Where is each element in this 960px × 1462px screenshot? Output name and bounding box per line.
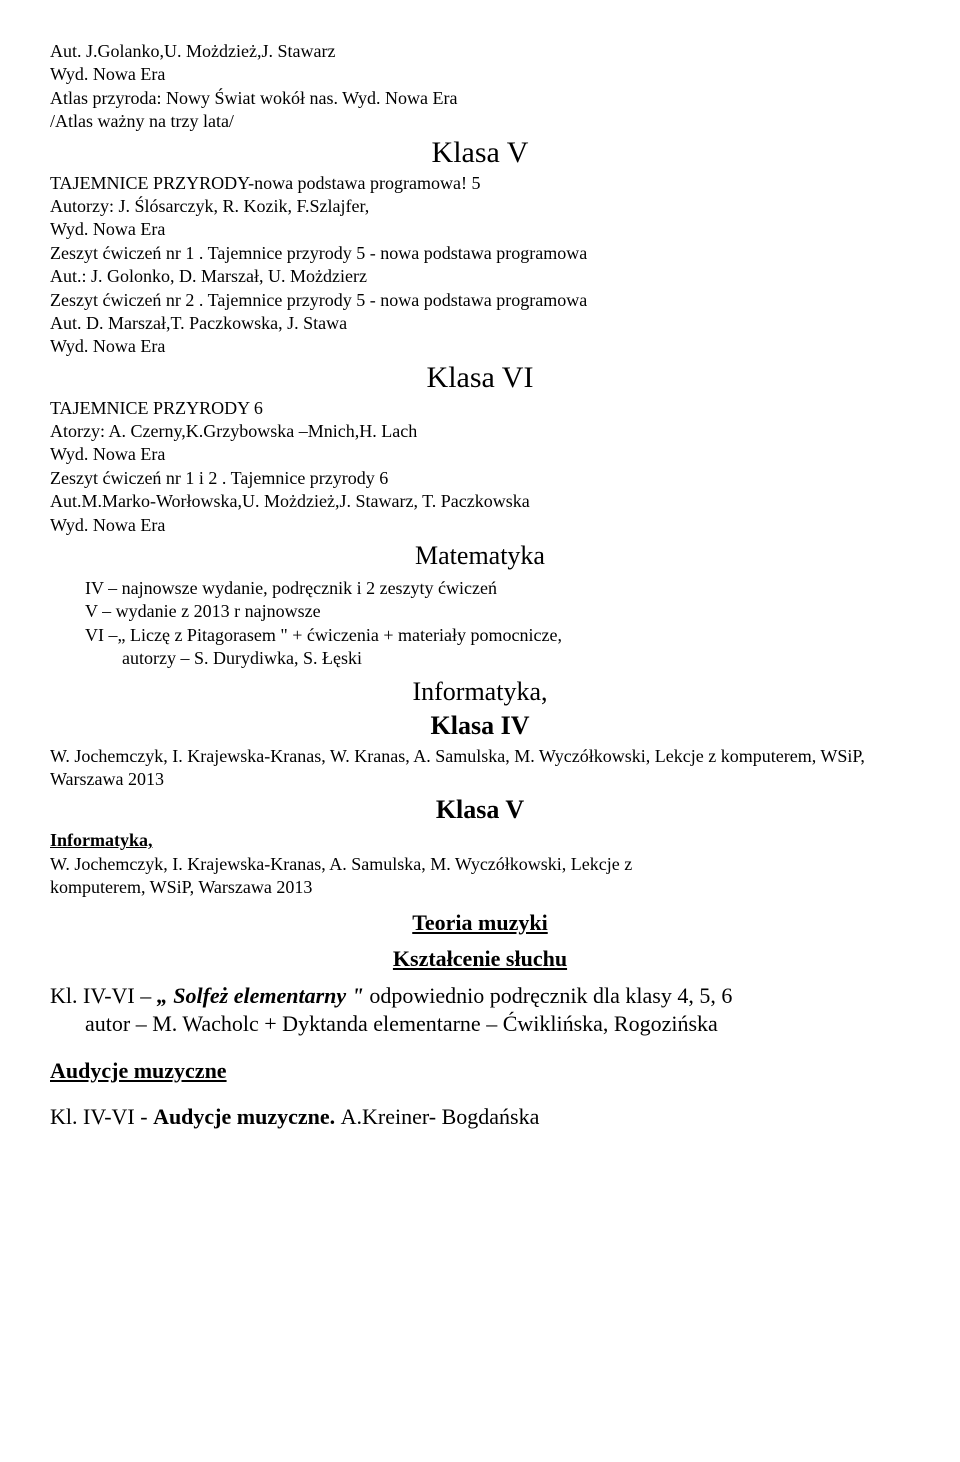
text-line: autorzy – S. Durydiwka, S. Łęski [122,647,910,670]
text-line: Aut. J.Golanko,U. Możdzież,J. Stawarz [50,40,910,63]
heading-audycje-muzyczne: Audycje muzyczne [50,1057,910,1086]
text-line: W. Jochemczyk, I. Krajewska-Kranas, A. S… [50,853,910,876]
text-line: Aut.: J. Golonko, D. Marszał, U. Możdzie… [50,265,910,288]
text-line: Wyd. Nowa Era [50,63,910,86]
heading-klasa-iv: Klasa IV [50,711,910,741]
text-span: Audycje muzyczne. [153,1104,341,1129]
text-line: komputerem, WSiP, Warszawa 2013 [50,876,910,899]
text-line: /Atlas ważny na trzy lata/ [50,110,910,133]
text-line: TAJEMNICE PRZYRODY-nowa podstawa program… [50,172,910,195]
text-line: Zeszyt ćwiczeń nr 1 i 2 . Tajemnice przy… [50,467,910,490]
text-line: TAJEMNICE PRZYRODY 6 [50,397,910,420]
text-line: Zeszyt ćwiczeń nr 2 . Tajemnice przyrody… [50,289,910,312]
heading-ksztalcenie-sluchu: Kształcenie słuchu [50,946,910,972]
text-span: Kl. IV-VI - [50,1104,153,1129]
text-span: odpowiednio podręcznik dla klasy 4, 5, 6 [364,983,732,1008]
heading-informatyka: Informatyka, [50,677,910,707]
text-line: Aut.M.Marko-Worłowska,U. Możdzież,J. Sta… [50,490,910,513]
heading-klasa-v-2: Klasa V [50,795,910,825]
text-line: Wyd. Nowa Era [50,335,910,358]
text-line: Kl. IV-VI – „ Solfeż elementarny " odpow… [50,982,910,1011]
text-span: A.Kreiner- Bogdańska [341,1104,540,1129]
text-line: V – wydanie z 2013 r najnowsze [85,600,910,623]
text-line: IV – najnowsze wydanie, podręcznik i 2 z… [85,577,910,600]
text-line: Atorzy: A. Czerny,K.Grzybowska –Mnich,H.… [50,420,910,443]
text-line: Kl. IV-VI - Audycje muzyczne. A.Kreiner-… [50,1103,910,1132]
subheading-informatyka: Informatyka, [50,829,910,852]
text-line: Wyd. Nowa Era [50,218,910,241]
text-line: Zeszyt ćwiczeń nr 1 . Tajemnice przyrody… [50,242,910,265]
text-line: VI –„ Liczę z Pitagorasem " + ćwiczenia … [85,624,910,647]
text-line: W. Jochemczyk, I. Krajewska-Kranas, W. K… [50,745,910,792]
text-span: Kl. IV-VI – [50,983,157,1008]
heading-klasa-v: Klasa V [50,136,910,170]
heading-matematyka: Matematyka [50,541,910,571]
text-line: Atlas przyroda: Nowy Świat wokół nas. Wy… [50,87,910,110]
heading-teoria-muzyki: Teoria muzyki [50,910,910,936]
text-span: „ Solfeż elementarny " [157,983,364,1008]
text-line: Aut. D. Marszał,T. Paczkowska, J. Stawa [50,312,910,335]
text-line: Wyd. Nowa Era [50,443,910,466]
text-line: Wyd. Nowa Era [50,514,910,537]
text-line: autor – M. Wacholc + Dyktanda elementarn… [85,1010,910,1039]
text-line: Autorzy: J. Ślósarczyk, R. Kozik, F.Szla… [50,195,910,218]
heading-klasa-vi: Klasa VI [50,361,910,395]
